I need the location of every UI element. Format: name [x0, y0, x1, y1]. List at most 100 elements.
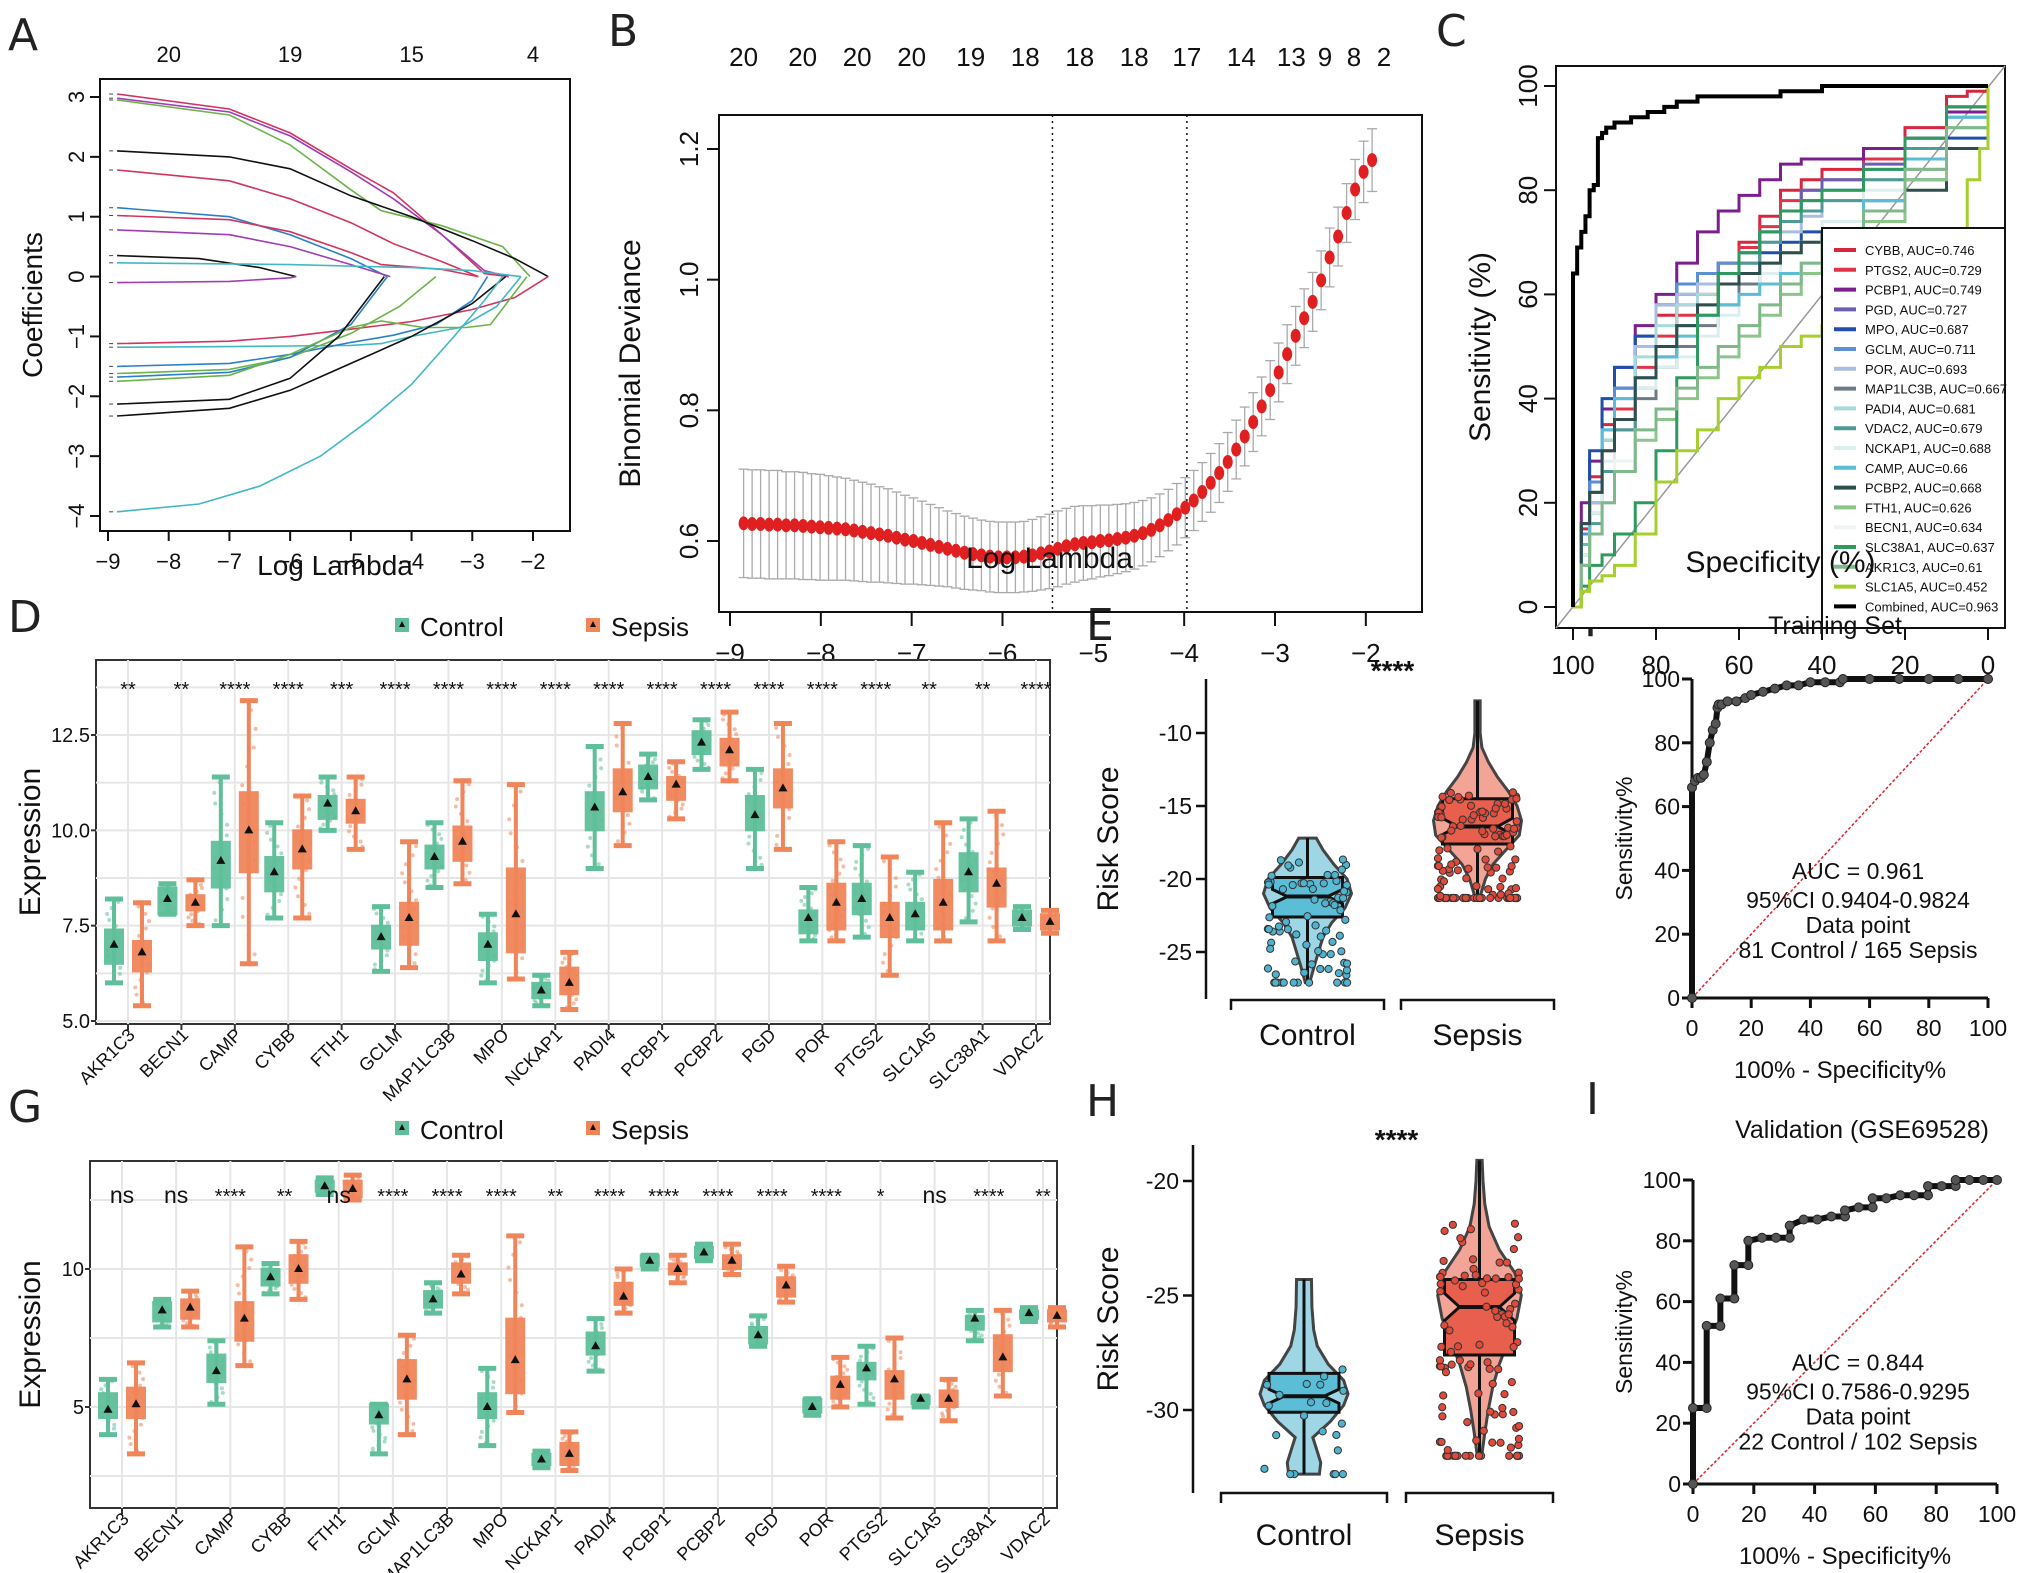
data-point-control: [587, 783, 592, 788]
coef-path-19: [117, 276, 504, 513]
data-point-control: [969, 894, 974, 899]
data-point-control: [811, 1410, 816, 1415]
data-point-control: [328, 818, 333, 823]
data-point-control: [652, 756, 657, 761]
data-point-control: [704, 1245, 709, 1250]
data-point-control: [155, 1300, 160, 1305]
data-point-control: [965, 1326, 970, 1331]
x-axis-title: Log Lambda: [257, 550, 413, 581]
data-point-sepsis: [893, 876, 898, 881]
data-point-sepsis: [293, 1278, 298, 1283]
data-point-sepsis: [189, 912, 194, 917]
data-point: [1433, 884, 1443, 894]
data-point-sepsis: [241, 802, 246, 807]
data-point-sepsis: [397, 1358, 402, 1363]
data-point-sepsis: [615, 786, 620, 791]
data-point-sepsis: [616, 1309, 621, 1314]
data-point-sepsis: [507, 817, 512, 822]
deviance-point: [1103, 533, 1114, 548]
data-point: [1264, 1401, 1273, 1410]
data-point-control: [866, 925, 871, 930]
data-point: [1318, 1427, 1327, 1436]
x-tick-label: 40: [1802, 1501, 1828, 1527]
data-point-sepsis: [845, 1367, 850, 1372]
deviance-point: [1120, 530, 1131, 545]
data-point: [1276, 856, 1285, 865]
data-point-control: [225, 822, 230, 827]
data-point-sepsis: [456, 1282, 461, 1287]
data-point-control: [590, 1363, 595, 1368]
data-point-sepsis: [841, 864, 846, 869]
x-tick-label: CAMP: [190, 1509, 241, 1560]
data-point-sepsis: [1047, 928, 1052, 933]
data-point-sepsis: [682, 1262, 687, 1267]
data-point-control: [439, 836, 444, 841]
x-tick-label: POR: [791, 1025, 833, 1067]
data-point: [1279, 978, 1288, 987]
data-point-sepsis: [943, 884, 948, 889]
data-point-sepsis: [563, 989, 568, 994]
mean-marker-control: [536, 1454, 546, 1463]
data-point-sepsis: [671, 1258, 676, 1263]
data-point-control: [370, 1425, 375, 1430]
data-point-sepsis: [1049, 1320, 1054, 1325]
x-axis-title: Specificity (%): [1685, 546, 1875, 579]
data-point: [1474, 1451, 1484, 1460]
data-point-control: [169, 891, 174, 896]
data-point-control: [532, 1462, 537, 1467]
top-axis-label: 20: [788, 42, 817, 72]
data-point-sepsis: [352, 834, 357, 839]
data-point: [1511, 1299, 1520, 1308]
mean-marker-control: [910, 909, 920, 918]
top-axis-label: 20: [843, 42, 872, 72]
data-point-sepsis: [289, 1282, 294, 1287]
significance-label: ****: [540, 679, 571, 701]
data-point-sepsis: [790, 1288, 795, 1293]
data-point: [1271, 978, 1280, 987]
data-point-sepsis: [934, 867, 939, 872]
data-point-control: [162, 911, 167, 916]
data-point-control: [479, 1429, 484, 1434]
deviance-point: [849, 523, 860, 538]
y-tick-label: 60: [1513, 280, 1543, 309]
data-point-control: [866, 886, 871, 891]
data-point-control: [650, 760, 655, 765]
data-point-control: [692, 754, 697, 759]
data-point-sepsis: [834, 1374, 839, 1379]
data-point-sepsis: [838, 857, 843, 862]
data-point: [1509, 1244, 1518, 1254]
data-point-sepsis: [307, 911, 312, 916]
data-point-control: [478, 1435, 483, 1440]
y-tick-label: -10: [1159, 720, 1192, 746]
data-point-sepsis: [998, 1348, 1003, 1353]
panel-label-h: H: [1086, 1076, 1119, 1127]
data-point-control: [596, 862, 601, 867]
data-point-sepsis: [1054, 1318, 1059, 1323]
data-point: [1455, 1356, 1464, 1365]
data-point-sepsis: [189, 1298, 194, 1303]
data-point: [1439, 877, 1449, 886]
coef-path-13: [117, 276, 489, 368]
data-point-control: [866, 1375, 871, 1380]
mean-marker-control: [483, 939, 493, 948]
data-point-control: [163, 1318, 168, 1323]
mean-marker-sepsis: [511, 909, 521, 918]
data-point-sepsis: [197, 922, 202, 927]
data-point-control: [654, 1260, 659, 1265]
data-point-control: [600, 1348, 605, 1353]
data-point-control: [322, 1178, 327, 1183]
data-point-sepsis: [359, 782, 364, 787]
data-point-control: [594, 827, 599, 832]
mean-marker-control: [269, 867, 279, 876]
data-point-sepsis: [190, 918, 195, 923]
data-point-control: [858, 1354, 863, 1359]
data-point-control: [646, 792, 651, 797]
x-tick-label: PADI4: [570, 1509, 620, 1559]
data-point-sepsis: [953, 1384, 958, 1389]
x-tick-label: 20: [1741, 1501, 1767, 1527]
data-point-control: [599, 818, 604, 823]
roc-data-point: [1769, 683, 1780, 694]
deviance-point: [1205, 475, 1216, 490]
